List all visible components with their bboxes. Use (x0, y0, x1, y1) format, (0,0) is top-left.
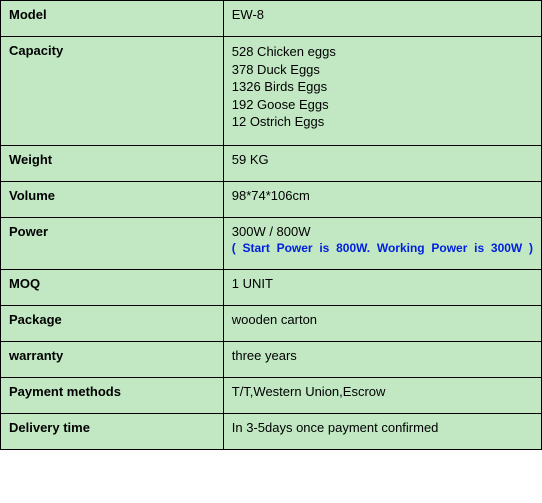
capacity-line: 1326 Birds Eggs (232, 78, 533, 96)
table-row: Delivery time In 3-5days once payment co… (1, 413, 542, 449)
capacity-line: 12 Ostrich Eggs (232, 113, 533, 131)
power-note: ( Start Power is 800W. Working Power is … (232, 241, 533, 255)
row-label-warranty: warranty (1, 341, 224, 377)
power-value: 300W / 800W (232, 224, 311, 239)
row-label-volume: Volume (1, 181, 224, 217)
row-value-power: 300W / 800W ( Start Power is 800W. Worki… (223, 217, 541, 269)
row-label-weight: Weight (1, 145, 224, 181)
table-row: Volume 98*74*106cm (1, 181, 542, 217)
row-value-moq: 1 UNIT (223, 269, 541, 305)
row-label-model: Model (1, 1, 224, 37)
row-value-warranty: three years (223, 341, 541, 377)
row-value-delivery: In 3-5days once payment confirmed (223, 413, 541, 449)
row-value-model: EW-8 (223, 1, 541, 37)
row-label-moq: MOQ (1, 269, 224, 305)
row-value-package: wooden carton (223, 305, 541, 341)
table-row: warranty three years (1, 341, 542, 377)
row-label-payment: Payment methods (1, 377, 224, 413)
row-label-power: Power (1, 217, 224, 269)
row-label-capacity: Capacity (1, 37, 224, 146)
capacity-line: 378 Duck Eggs (232, 61, 533, 79)
table-row: MOQ 1 UNIT (1, 269, 542, 305)
row-value-volume: 98*74*106cm (223, 181, 541, 217)
spec-table: Model EW-8 Capacity 528 Chicken eggs 378… (0, 0, 542, 450)
table-row: Power 300W / 800W ( Start Power is 800W.… (1, 217, 542, 269)
row-label-delivery: Delivery time (1, 413, 224, 449)
capacity-line: 192 Goose Eggs (232, 96, 533, 114)
row-value-weight: 59 KG (223, 145, 541, 181)
table-row: Weight 59 KG (1, 145, 542, 181)
row-label-package: Package (1, 305, 224, 341)
table-row: Model EW-8 (1, 1, 542, 37)
table-row: Payment methods T/T,Western Union,Escrow (1, 377, 542, 413)
table-row: Capacity 528 Chicken eggs 378 Duck Eggs … (1, 37, 542, 146)
table-row: Package wooden carton (1, 305, 542, 341)
row-value-capacity: 528 Chicken eggs 378 Duck Eggs 1326 Bird… (223, 37, 541, 146)
row-value-payment: T/T,Western Union,Escrow (223, 377, 541, 413)
capacity-line: 528 Chicken eggs (232, 43, 533, 61)
